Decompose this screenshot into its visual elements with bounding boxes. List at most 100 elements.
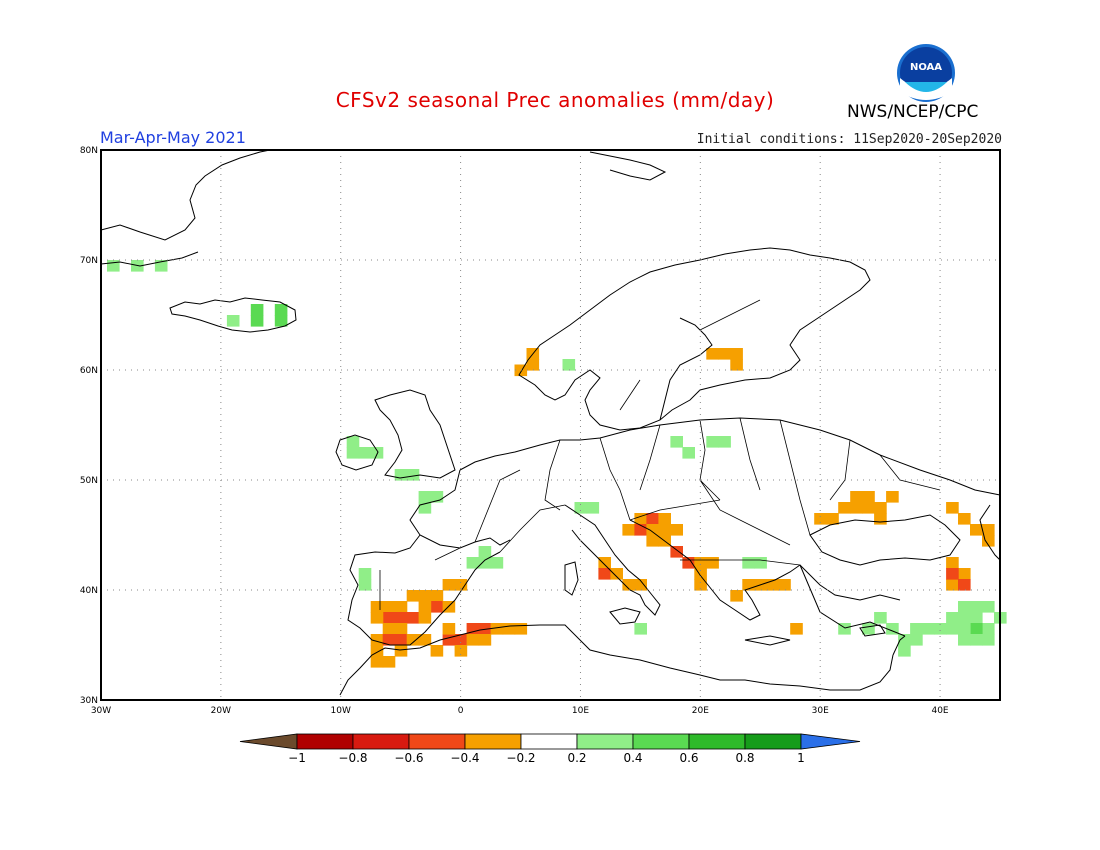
anomaly-cell [958,634,971,646]
anomaly-cell [694,557,707,569]
anomaly-cell [274,315,288,327]
anomaly-cell [370,447,384,459]
anomaly-cell [634,623,647,635]
anomaly-cell [394,612,408,624]
anomaly-cell [418,612,432,624]
anomaly-cell [382,623,396,635]
anomaly-cell [646,535,659,547]
anomaly-cell [742,579,755,591]
anomaly-cell [922,623,935,635]
anomaly-cell [382,656,396,668]
caspian-coast [979,504,1001,561]
chart-title: CFSv2 seasonal Prec anomalies (mm/day) [335,88,775,112]
noaa-logo: NOAA [895,42,957,108]
greenland-coast [100,149,271,267]
anomaly-cell [946,502,959,514]
anomaly-cell [982,601,995,613]
lon-tick-label: 20W [211,706,231,716]
colorbar-high-arrow [800,733,861,750]
anomaly-cell [850,502,863,514]
lon-tick-label: 30E [812,706,829,716]
anomaly-cell [514,623,528,635]
colorbar-swatch [520,733,578,750]
anomaly-cell [454,645,468,657]
sicily-coast [609,607,641,625]
anomaly-cell [490,557,504,569]
lat-tick-label: 70N [80,256,98,266]
anomaly-cell [466,557,480,569]
anomaly-cell [622,579,635,591]
anomaly-cell [658,513,671,525]
anomaly-cell [718,436,731,448]
colorbar-label: 0.4 [623,751,642,765]
anomaly-cell [406,590,420,602]
anomaly-cell [982,623,995,635]
anomaly-cell [478,623,492,635]
country-borders [379,299,941,610]
colorbar-label: 1 [797,751,805,765]
anomaly-cell [886,491,899,503]
lat-tick-label: 40N [80,586,98,596]
anomaly-cell [478,546,492,558]
anomaly-cell [394,634,408,646]
coastlines [100,149,1001,696]
anomaly-cell [514,364,528,377]
anomaly-cell [910,623,923,635]
anomaly-cell [610,568,623,580]
anomaly-cell [658,524,671,536]
anomaly-cell [946,568,959,580]
anomaly-cell [226,315,240,327]
anomaly-cell [154,260,168,272]
anomaly-cell [970,601,983,613]
anomaly-cell [898,634,911,646]
anomaly-cell [502,623,516,635]
cyprus-coast [859,624,886,637]
anomaly-cell [394,623,408,635]
anomaly-cell [946,557,959,569]
anomaly-cell [574,502,588,514]
anomaly-cell [874,513,887,525]
lat-tick-label: 60N [80,366,98,376]
anomaly-cell [394,645,408,657]
anomaly-cell [682,557,695,569]
anomaly-cell [958,623,971,635]
anomaly-cell [706,557,719,569]
anomaly-cell [418,502,432,514]
lon-tick-label: 40E [931,706,948,716]
crete-coast [744,635,791,646]
anomaly-cell [622,524,635,536]
anomaly-cell [766,579,779,591]
anomaly-cell [958,513,971,525]
anomaly-cell [430,590,444,602]
colorbar-label: −0.2 [506,751,535,765]
anomaly-cell [250,315,264,327]
anomaly-cell [358,568,372,580]
lat-tick-label: 30N [80,696,98,706]
anomaly-cell [982,634,995,646]
sardinia-coast [564,561,579,596]
agency-label: NWS/NCEP/CPC [847,102,979,122]
anomaly-cell [406,612,420,624]
anomaly-cell [958,601,971,613]
anomaly-cell [418,491,432,503]
colorbar-label: 0.2 [567,751,586,765]
colorbar-label: 0.6 [679,751,698,765]
colorbar-label: −0.8 [338,751,367,765]
black-sea-coast [809,514,961,566]
anomaly-cell [478,557,492,569]
anomaly-cell [418,590,432,602]
anomaly-cell [874,612,887,624]
anomaly-cell [862,502,875,514]
anomaly-cell [382,612,396,624]
anomaly-cell [466,634,480,646]
colorbar-swatch [576,733,634,750]
colorbar-low-arrow [239,733,298,750]
anomaly-cell [382,634,396,646]
axis-ticks: 30W 20W 10W 0 10E 20E 30E 40E 30N 40N 50N 60N 70N 80N [80,146,949,716]
anomaly-cell [730,348,743,360]
anomaly-cell [814,513,827,525]
anomaly-cell [670,524,683,536]
anomaly-cell [370,634,384,646]
lon-tick-label: 0 [458,706,464,716]
